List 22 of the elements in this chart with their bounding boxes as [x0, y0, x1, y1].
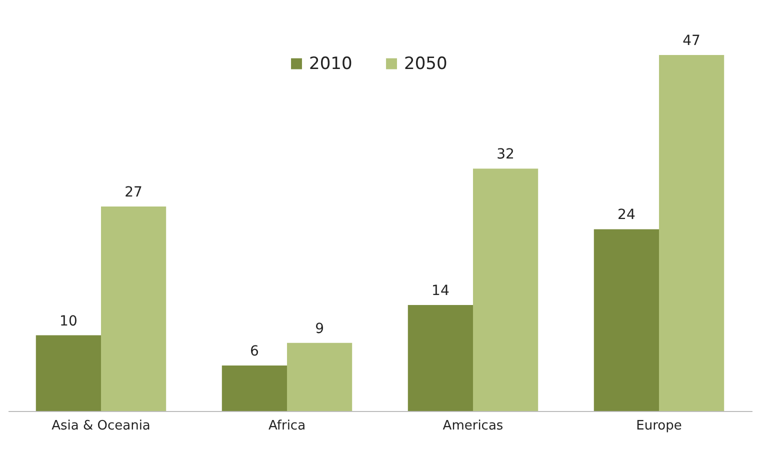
x-tick-label: Americas	[442, 418, 504, 434]
data-label: 10	[60, 313, 78, 330]
data-label: 27	[124, 184, 142, 200]
bar	[473, 168, 538, 411]
x-tick-label: Africa	[268, 418, 306, 434]
data-label: 6	[250, 344, 259, 360]
bar	[594, 229, 659, 411]
x-tick-label: Europe	[636, 418, 682, 434]
bar	[287, 342, 352, 411]
legend-label: 2050	[404, 54, 448, 74]
legend-label: 2010	[309, 54, 352, 74]
data-label: 32	[496, 146, 514, 163]
data-label: 24	[618, 207, 636, 224]
data-label: 14	[432, 282, 450, 299]
data-label: 9	[315, 320, 324, 337]
bar	[101, 206, 166, 411]
bar	[408, 304, 473, 411]
bar	[222, 366, 287, 411]
bar	[36, 335, 101, 411]
bar	[659, 55, 724, 411]
x-tick-label: Asia & Oceania	[52, 418, 150, 434]
data-label: 47	[682, 33, 700, 49]
